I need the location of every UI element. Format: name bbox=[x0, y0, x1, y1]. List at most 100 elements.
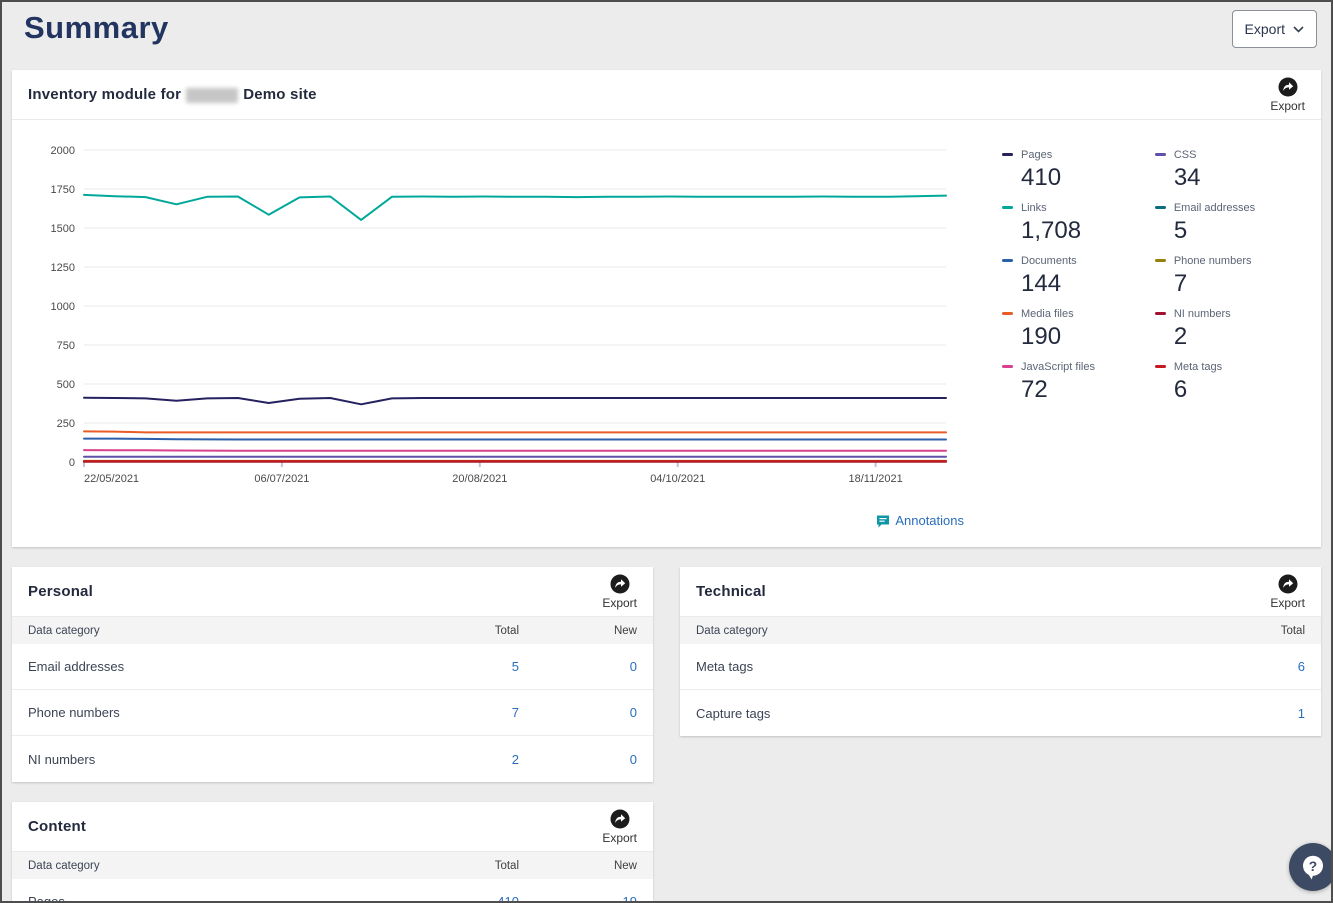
svg-text:18/11/2021: 18/11/2021 bbox=[849, 473, 903, 485]
row-new-link[interactable]: 0 bbox=[629, 659, 637, 674]
legend-item-ni-numbers[interactable]: NI numbers 2 bbox=[1154, 305, 1311, 358]
help-button[interactable]: ? bbox=[1289, 843, 1331, 891]
legend-value: 6 bbox=[1173, 376, 1188, 403]
header-data-category: Data category bbox=[28, 859, 100, 872]
technical-table-header: Data category Total bbox=[680, 617, 1321, 644]
technical-export-button[interactable]: Export bbox=[1270, 574, 1305, 609]
export-icon bbox=[1278, 574, 1298, 594]
export-icon bbox=[1278, 77, 1298, 97]
row-total-link[interactable]: 410 bbox=[497, 894, 519, 903]
export-icon bbox=[610, 809, 630, 829]
header-data-category: Data category bbox=[28, 624, 100, 637]
legend-item-javascript-files[interactable]: JavaScript files 72 bbox=[1002, 358, 1151, 411]
legend-swatch-documents bbox=[1002, 259, 1013, 262]
chevron-down-icon bbox=[1293, 25, 1304, 33]
inventory-line-chart[interactable]: 0 250 500 750 1000 1250 1500 1750 2000 22/05/2021… bbox=[26, 130, 968, 502]
svg-text:06/07/2021: 06/07/2021 bbox=[254, 473, 309, 485]
header-total: Total bbox=[494, 859, 519, 872]
content-card: Content Export Data category Total New P… bbox=[12, 802, 653, 903]
svg-text:22/05/2021: 22/05/2021 bbox=[84, 473, 139, 485]
inventory-export-button[interactable]: Export bbox=[1270, 77, 1305, 112]
row-new-link[interactable]: 0 bbox=[629, 751, 637, 767]
legend-swatch-email-addresses bbox=[1154, 206, 1166, 209]
svg-text:250: 250 bbox=[57, 418, 75, 430]
legend-value: 7 bbox=[1173, 270, 1188, 297]
row-total-link[interactable]: 5 bbox=[511, 659, 519, 674]
row-category: Pages bbox=[28, 894, 65, 903]
svg-text:2000: 2000 bbox=[51, 145, 75, 157]
row-total-link[interactable]: 7 bbox=[511, 705, 519, 720]
legend-item-links[interactable]: Links 1,708 bbox=[1002, 199, 1151, 252]
technical-export-label: Export bbox=[1270, 596, 1305, 610]
redacted-site-name bbox=[186, 87, 239, 103]
row-total-link[interactable]: 2 bbox=[511, 751, 519, 767]
legend-value: 34 bbox=[1173, 164, 1201, 191]
legend-item-media-files[interactable]: Media files 190 bbox=[1002, 305, 1151, 358]
page-header: Summary Export bbox=[2, 2, 1331, 64]
legend-value: 5 bbox=[1173, 217, 1188, 244]
svg-text:04/10/2021: 04/10/2021 bbox=[650, 473, 705, 485]
personal-table-header: Data category Total New bbox=[12, 617, 653, 644]
legend-label: JavaScript files bbox=[1021, 361, 1095, 373]
legend-item-pages[interactable]: Pages 410 bbox=[1002, 146, 1151, 199]
legend-label: Links bbox=[1021, 202, 1047, 214]
legend-value: 410 bbox=[1021, 164, 1062, 191]
header-new: New bbox=[613, 624, 637, 637]
inventory-export-label: Export bbox=[1270, 99, 1305, 113]
personal-export-button[interactable]: Export bbox=[602, 574, 637, 609]
table-row: Pages 410 19 bbox=[12, 879, 653, 903]
legend-item-documents[interactable]: Documents 144 bbox=[1002, 252, 1151, 305]
content-table-header: Data category Total New bbox=[12, 852, 653, 879]
content-export-label: Export bbox=[602, 831, 637, 845]
inventory-card-header: Inventory module for Demo site Export bbox=[12, 70, 1321, 120]
row-category: NI numbers bbox=[28, 751, 96, 767]
svg-text:?: ? bbox=[1309, 859, 1317, 874]
svg-text:1750: 1750 bbox=[51, 184, 75, 196]
svg-text:500: 500 bbox=[57, 379, 75, 391]
table-row: Email addresses 5 0 bbox=[12, 644, 653, 690]
personal-card-title: Personal bbox=[28, 583, 93, 600]
content-card-title: Content bbox=[28, 818, 87, 835]
row-category: Email addresses bbox=[28, 659, 125, 674]
inventory-card: Inventory module for Demo site Export 0 25… bbox=[12, 70, 1321, 547]
legend-swatch-meta-tags bbox=[1154, 365, 1166, 368]
table-row: Capture tags 1 bbox=[680, 690, 1321, 736]
legend-label: Meta tags bbox=[1173, 361, 1223, 373]
page-export-button[interactable]: Export bbox=[1231, 10, 1317, 48]
legend-swatch-pages bbox=[1002, 153, 1013, 156]
legend-label: Media files bbox=[1021, 308, 1074, 320]
legend-value: 2 bbox=[1173, 323, 1188, 350]
legend-swatch-links bbox=[1002, 206, 1013, 209]
chart-legend: Pages 410 Links 1,708 Documents 144 Medi… bbox=[968, 130, 1311, 528]
personal-export-label: Export bbox=[602, 596, 637, 610]
legend-item-css[interactable]: CSS 34 bbox=[1154, 146, 1311, 199]
personal-card: Personal Export Data category Total New … bbox=[12, 567, 653, 782]
legend-label: Pages bbox=[1021, 149, 1053, 161]
annotations-link[interactable]: Annotations bbox=[26, 507, 968, 528]
legend-swatch-ni-numbers bbox=[1154, 312, 1166, 315]
row-total-link[interactable]: 6 bbox=[1297, 659, 1305, 674]
legend-value: 72 bbox=[1021, 376, 1048, 403]
legend-label: NI numbers bbox=[1173, 308, 1231, 320]
svg-text:750: 750 bbox=[57, 340, 75, 352]
export-icon bbox=[610, 574, 630, 594]
technical-card: Technical Export Data category Total Met… bbox=[680, 567, 1321, 736]
chart-body: 0 250 500 750 1000 1250 1500 1750 2000 22/05/2021… bbox=[12, 120, 1321, 528]
legend-swatch-phone-numbers bbox=[1154, 259, 1166, 262]
annotations-icon bbox=[877, 515, 890, 527]
legend-item-email-addresses[interactable]: Email addresses 5 bbox=[1154, 199, 1311, 252]
svg-text:1000: 1000 bbox=[51, 301, 75, 313]
inventory-title-prefix: Inventory module for bbox=[28, 86, 182, 103]
legend-value: 1,708 bbox=[1021, 217, 1082, 244]
table-row: Meta tags 6 bbox=[680, 644, 1321, 690]
row-total-link[interactable]: 1 bbox=[1297, 705, 1305, 721]
inventory-card-title: Inventory module for Demo site bbox=[28, 86, 317, 103]
legend-item-phone-numbers[interactable]: Phone numbers 7 bbox=[1154, 252, 1311, 305]
legend-item-meta-tags[interactable]: Meta tags 6 bbox=[1154, 358, 1311, 411]
row-new-link[interactable]: 19 bbox=[622, 894, 637, 903]
content-export-button[interactable]: Export bbox=[602, 809, 637, 844]
legend-value: 190 bbox=[1021, 323, 1062, 350]
row-new-link[interactable]: 0 bbox=[629, 705, 637, 720]
table-row: NI numbers 2 0 bbox=[12, 736, 653, 782]
technical-card-title: Technical bbox=[696, 583, 766, 600]
